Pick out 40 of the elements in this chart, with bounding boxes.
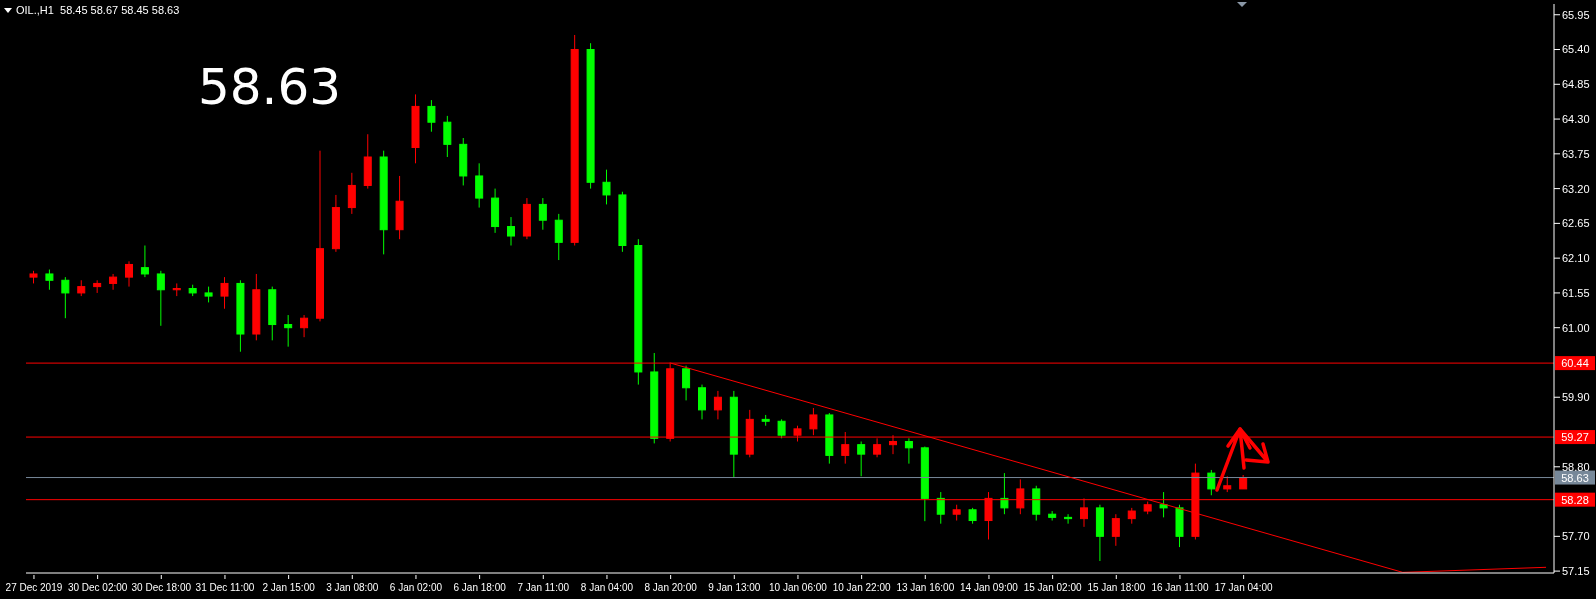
x-tick-label: 27 Dec 2019	[5, 582, 63, 593]
y-tick-label: 63.75	[1562, 147, 1590, 160]
y-tick-label: 61.00	[1562, 321, 1590, 334]
x-tick-label: 31 Dec 11:00	[195, 582, 255, 593]
x-tick-label: 7 Jan 11:00	[517, 582, 570, 593]
ref-line-label: 59.27	[1561, 431, 1589, 444]
x-tick-label: 14 Jan 09:00	[960, 582, 1019, 593]
y-tick-label: 64.85	[1562, 78, 1590, 91]
y-tick-label: 57.70	[1562, 530, 1590, 543]
y-tick-label: 63.20	[1562, 182, 1590, 195]
x-tick-label: 15 Jan 18:00	[1087, 582, 1146, 593]
x-tick-label: 2 Jan 15:00	[262, 582, 316, 593]
x-tick-label: 16 Jan 11:00	[1151, 582, 1209, 593]
x-tick-label: 6 Jan 18:00	[453, 582, 507, 593]
x-tick-label: 17 Jan 04:00	[1214, 582, 1273, 593]
y-tick-label: 59.90	[1562, 391, 1590, 404]
x-tick-label: 6 Jan 02:00	[389, 582, 443, 593]
ref-line-label: 58.63	[1561, 471, 1589, 484]
chart-title: OIL.,H1 58.45 58.67 58.45 58.63	[16, 4, 180, 16]
x-tick-label: 30 Dec 02:00	[67, 582, 128, 593]
y-tick-label: 58.80	[1562, 460, 1590, 473]
ref-line-label: 60.44	[1561, 357, 1589, 370]
y-tick-label: 65.95	[1562, 8, 1590, 21]
x-tick-label: 3 Jan 08:00	[326, 582, 379, 593]
x-tick-label: 30 Dec 18:00	[131, 582, 192, 593]
y-tick-label: 62.10	[1562, 252, 1590, 265]
annotation: 58.63	[198, 58, 342, 116]
y-tick-label: 57.15	[1562, 565, 1590, 578]
x-tick-label: 9 Jan 13:00	[708, 582, 761, 593]
y-tick-label: 64.30	[1562, 112, 1590, 125]
y-tick-label: 62.65	[1562, 217, 1590, 230]
x-tick-label: 8 Jan 20:00	[644, 582, 698, 593]
y-tick-label: 61.55	[1562, 286, 1590, 299]
x-tick-label: 8 Jan 04:00	[580, 582, 634, 593]
x-tick-label: 10 Jan 22:00	[832, 582, 891, 593]
y-tick-label: 65.40	[1562, 43, 1590, 56]
x-tick-label: 13 Jan 16:00	[896, 582, 955, 593]
x-tick-label: 15 Jan 02:00	[1023, 582, 1082, 593]
ref-line-label: 58.28	[1561, 493, 1589, 506]
x-tick-label: 10 Jan 06:00	[769, 582, 828, 593]
